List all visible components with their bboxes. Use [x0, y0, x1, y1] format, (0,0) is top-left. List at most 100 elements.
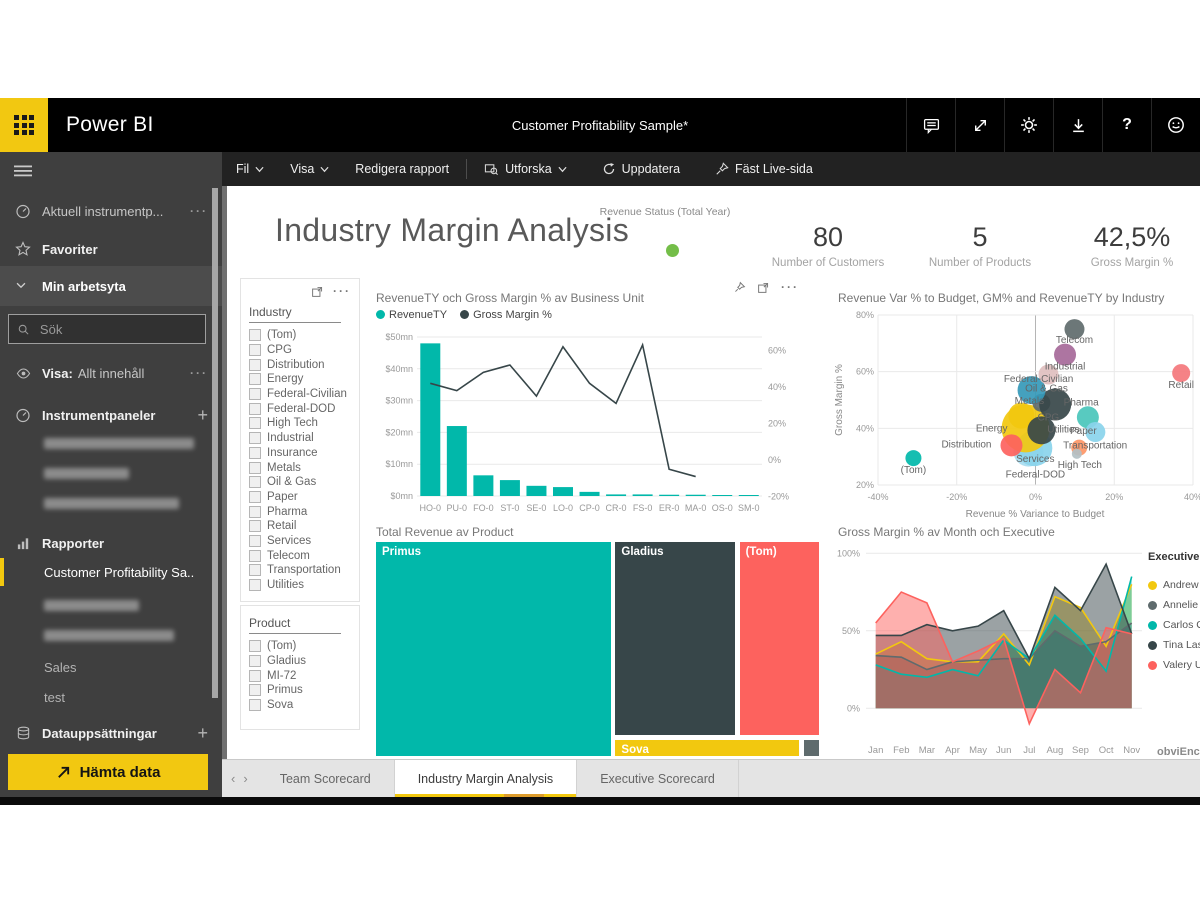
checkbox-icon[interactable] — [249, 476, 261, 489]
tab-executive-scorecard[interactable]: Executive Scorecard — [577, 760, 739, 797]
sidebar-item-favorites[interactable]: Favoriter — [0, 236, 222, 262]
gross-margin-line[interactable] — [430, 342, 696, 478]
pin-visual-icon[interactable] — [733, 281, 746, 294]
legend-item[interactable]: Gross Margin % — [460, 309, 552, 321]
sidebar-section-dashboards[interactable]: Instrumentpaneler + — [0, 402, 222, 428]
bar-SE-0[interactable] — [526, 485, 547, 496]
bar-SM-0[interactable] — [738, 495, 759, 496]
filter-option[interactable]: Industrial — [241, 431, 359, 446]
checkbox-icon[interactable] — [249, 520, 261, 533]
treemap-block-primus[interactable]: Primus — [375, 541, 613, 757]
bubble-retail[interactable] — [1172, 364, 1191, 383]
filter-option[interactable]: Primus — [241, 683, 359, 698]
sidebar-item-current-dashboard[interactable]: Aktuell instrumentp... ··· — [0, 198, 222, 224]
checkbox-icon[interactable] — [249, 669, 261, 682]
menu-view[interactable]: Visa — [290, 162, 329, 176]
add-dataset-icon[interactable]: + — [197, 723, 208, 743]
bubble-paper[interactable] — [1085, 422, 1106, 443]
legend-item[interactable]: Andrew Ma — [1148, 575, 1200, 595]
filter-option[interactable]: Metals — [241, 460, 359, 475]
filter-option[interactable]: (Tom) — [241, 328, 359, 343]
menu-explore[interactable]: Utforska — [484, 162, 567, 177]
bar-ST-0[interactable] — [499, 480, 520, 496]
filter-option[interactable]: Retail — [241, 519, 359, 534]
filter-option[interactable]: Oil & Gas — [241, 475, 359, 490]
legend-item[interactable]: Annelie Zub — [1148, 595, 1200, 615]
bar-PU-0[interactable] — [446, 426, 467, 496]
tab-scroll-left-icon[interactable]: ‹ — [231, 771, 236, 786]
checkbox-icon[interactable] — [249, 388, 261, 401]
dashboard-item-redacted[interactable] — [0, 490, 222, 516]
treemap-block--tom-[interactable]: (Tom) — [738, 541, 820, 737]
search-input[interactable] — [37, 320, 197, 338]
filter-option[interactable]: Distribution — [241, 357, 359, 372]
filter-option[interactable]: Services — [241, 534, 359, 549]
bubble-pharma[interactable] — [1039, 388, 1072, 421]
treemap-block-sova[interactable]: Sova — [614, 738, 801, 757]
checkbox-icon[interactable] — [249, 417, 261, 430]
filter-option[interactable]: Utilities — [241, 578, 359, 593]
bar-ER-0[interactable] — [659, 494, 680, 496]
bar-OS-0[interactable] — [712, 495, 733, 496]
bubble-utilities[interactable] — [1027, 416, 1056, 445]
bubble--tom-[interactable] — [905, 450, 922, 467]
kpi-number-of-customers[interactable]: 80 Number of Customers — [728, 222, 928, 269]
checkbox-icon[interactable] — [249, 373, 261, 386]
filter-option[interactable]: Sova — [241, 698, 359, 713]
treemap-block-small[interactable] — [802, 738, 820, 757]
legend-item[interactable]: Valery Usha — [1148, 655, 1200, 675]
legend-item[interactable]: Carlos Grilo — [1148, 615, 1200, 635]
checkbox-icon[interactable] — [249, 684, 261, 697]
filter-option[interactable]: (Tom) — [241, 639, 359, 654]
checkbox-icon[interactable] — [249, 549, 261, 562]
bubble-oil-gas[interactable] — [1038, 364, 1059, 385]
report-item-selected[interactable]: Customer Profitability Sa.. — [0, 558, 222, 586]
revenue-status-indicator[interactable] — [666, 244, 679, 257]
tab-team-scorecard[interactable]: Team Scorecard — [257, 760, 395, 797]
checkbox-icon[interactable] — [249, 446, 261, 459]
report-item-redacted[interactable] — [0, 592, 222, 618]
bubble-high-tech[interactable] — [1071, 448, 1082, 459]
menu-refresh[interactable]: Uppdatera — [602, 162, 680, 176]
dashboard-item-redacted[interactable] — [0, 430, 222, 456]
sidebar-item-show-filter[interactable]: Visa: Allt innehåll ··· — [0, 360, 222, 386]
filter-option[interactable]: Insurance — [241, 446, 359, 461]
tab-industry-margin-analysis[interactable]: Industry Margin Analysis — [394, 760, 578, 797]
filter-option[interactable]: CPG — [241, 343, 359, 358]
filter-option[interactable]: MI-72 — [241, 668, 359, 683]
filter-option[interactable]: Energy — [241, 372, 359, 387]
add-dashboard-icon[interactable]: + — [197, 405, 208, 425]
more-options-icon[interactable]: ··· — [190, 366, 208, 380]
menu-pin-live-page[interactable]: Fäst Live-sida — [715, 162, 813, 176]
hamburger-menu-button[interactable] — [0, 158, 222, 184]
filter-option[interactable]: Telecom — [241, 548, 359, 563]
waffle-menu-button[interactable] — [0, 98, 48, 152]
report-item-test[interactable]: test — [0, 684, 222, 710]
sidebar-section-reports[interactable]: Rapporter — [0, 530, 222, 556]
checkbox-icon[interactable] — [249, 640, 261, 653]
more-options-icon[interactable]: ··· — [781, 280, 799, 294]
kpi-number-of-products[interactable]: 5 Number of Products — [880, 222, 1080, 269]
legend-item[interactable]: RevenueTY — [376, 309, 447, 321]
filter-option[interactable]: High Tech — [241, 416, 359, 431]
checkbox-icon[interactable] — [249, 699, 261, 712]
checkbox-icon[interactable] — [249, 432, 261, 445]
report-item-redacted[interactable] — [0, 622, 222, 648]
checkbox-icon[interactable] — [249, 655, 261, 668]
filter-option[interactable]: Federal-DOD — [241, 401, 359, 416]
focus-mode-icon[interactable] — [757, 281, 770, 294]
sidebar-item-my-workspace[interactable]: Min arbetsyta — [0, 266, 222, 306]
checkbox-icon[interactable] — [249, 358, 261, 371]
bubble-industrial[interactable] — [1054, 343, 1077, 366]
checkbox-icon[interactable] — [249, 579, 261, 592]
help-button[interactable]: ? — [1102, 98, 1151, 152]
checkbox-icon[interactable] — [249, 505, 261, 518]
filter-option[interactable]: Gladius — [241, 654, 359, 669]
bar-CR-0[interactable] — [606, 494, 627, 496]
bar-FS-0[interactable] — [632, 494, 653, 496]
more-options-icon[interactable]: ··· — [190, 204, 208, 218]
checkbox-icon[interactable] — [249, 490, 261, 503]
get-data-button[interactable]: Hämta data — [8, 754, 208, 790]
bar-FO-0[interactable] — [473, 475, 494, 496]
menu-edit-report[interactable]: Redigera rapport — [355, 162, 449, 176]
